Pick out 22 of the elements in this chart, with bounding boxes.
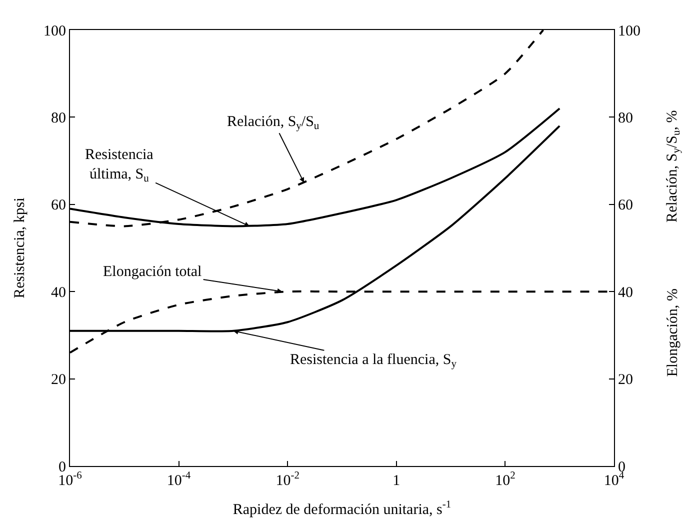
y2-tick-label: 40 xyxy=(618,284,633,301)
y-tick-label: 20 xyxy=(51,372,66,388)
y2-tick-label: 100 xyxy=(618,23,640,40)
x-axis-title: Rapidez de deformación unitaria, s$^{-1}$ xyxy=(232,500,452,518)
x-tick-label: 1 xyxy=(392,473,400,489)
x-tick-label: 10$^{4}$ xyxy=(604,470,625,489)
y-axis-title: Resistencia, kpsi xyxy=(12,198,28,298)
annotation: Relación, S$_{y}$/S$_{u}$ xyxy=(227,114,320,132)
y2-tick-label: 80 xyxy=(618,110,633,126)
x-tick-label: 10$^{2}$ xyxy=(495,470,516,489)
y-tick-label: 60 xyxy=(51,198,66,214)
y-tick-label: 80 xyxy=(51,110,66,126)
y-tick-label: 100 xyxy=(44,23,66,40)
x-tick-label: 10$^{-4}$ xyxy=(166,470,192,489)
annotation: Resistencia última, S$_{u}$ xyxy=(85,147,154,185)
y2-tick-label: 20 xyxy=(618,372,633,388)
annotation: Elongación total xyxy=(103,264,202,280)
y-tick-label: 40 xyxy=(51,284,66,301)
text: Elongación, % xyxy=(665,288,682,377)
x-tick-label: 10$^{-2}$ xyxy=(276,470,300,489)
annotation: Resistencia a la fluencia, S$_{y}$ xyxy=(290,352,458,370)
y2-tick-label: 60 xyxy=(618,198,633,214)
